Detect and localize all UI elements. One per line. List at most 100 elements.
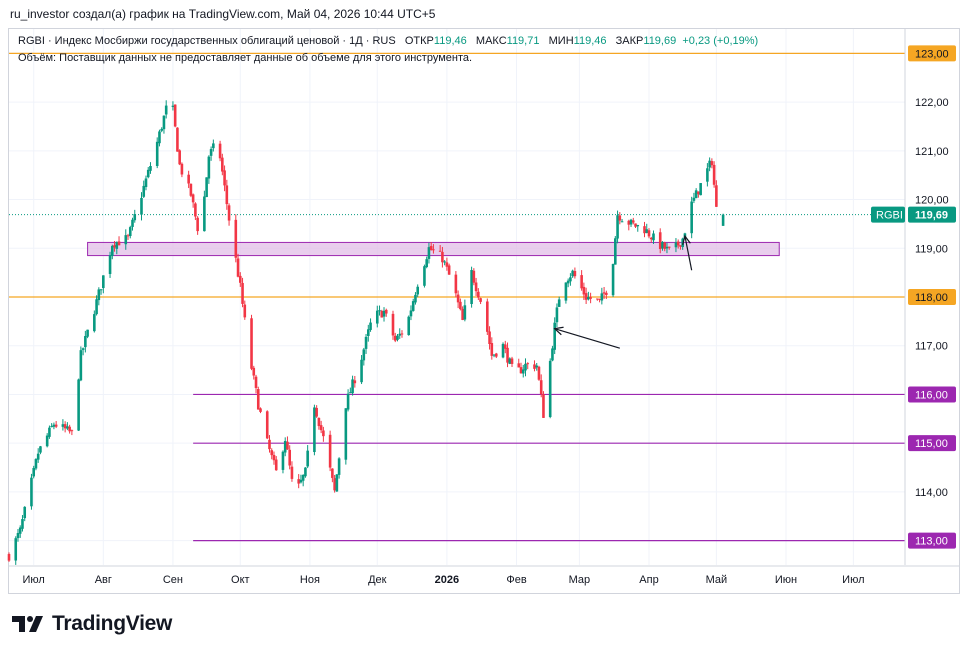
candle-body-155 <box>494 353 498 357</box>
candle-body-210 <box>667 246 671 248</box>
price-level-badge-label-2: 116,00 <box>915 389 948 401</box>
annotation-arrow-1 <box>554 328 620 349</box>
candle-body-25 <box>86 329 89 337</box>
x-tick-label-7: Фев <box>506 574 526 586</box>
legend-high-label: МАКС <box>475 35 507 47</box>
chart-frame[interactable] <box>8 28 960 594</box>
candle-body-211 <box>674 242 678 248</box>
legend-low: 119,46 <box>573 35 607 47</box>
candle-body-163 <box>521 369 525 374</box>
candle-body-205 <box>652 233 655 241</box>
candle-body-137 <box>441 251 444 263</box>
candle-body-105 <box>337 458 341 475</box>
candle-body-144 <box>461 308 464 320</box>
candle-body-67 <box>221 157 224 172</box>
candle-body-91 <box>297 479 300 484</box>
candle-body-96 <box>313 407 316 453</box>
candle-body-200 <box>636 225 640 227</box>
candle-body-59 <box>194 203 197 217</box>
candle-body-139 <box>445 262 449 267</box>
price-level-badge-label-4: 113,00 <box>915 536 948 548</box>
candle-body-129 <box>414 294 417 303</box>
x-tick-label-0: Июл <box>23 574 45 586</box>
candle-body-82 <box>268 439 271 450</box>
candle-body-217 <box>692 197 696 201</box>
candle-body-26 <box>93 314 96 332</box>
candle-body-71 <box>234 219 238 258</box>
candle-body-161 <box>517 363 521 368</box>
candle-body-8 <box>34 459 38 469</box>
candle-body-52 <box>173 104 177 127</box>
candle-body-46 <box>155 141 159 166</box>
y-tick-label-3: 120,00 <box>915 195 949 207</box>
candle-body-191 <box>611 264 615 296</box>
candle-body-41 <box>140 197 143 215</box>
candle-body-225 <box>715 185 718 207</box>
candle-body-177 <box>566 280 570 284</box>
candle-body-204 <box>649 237 653 240</box>
y-tick-label-0: 114,00 <box>915 487 948 499</box>
candle-body-136 <box>438 250 442 252</box>
candle-body-171 <box>548 360 552 417</box>
y-tick-label-1: 117,00 <box>915 341 948 353</box>
candle-body-85 <box>274 459 278 471</box>
candle-body-38 <box>128 227 132 236</box>
annotation-arrowhead-0 <box>682 234 691 245</box>
candle-body-158 <box>506 347 509 363</box>
candle-body-119 <box>382 310 386 317</box>
candle-body-115 <box>369 322 372 330</box>
candle-body-50 <box>164 105 168 115</box>
candle-body-17 <box>63 424 67 429</box>
candle-body-81 <box>265 411 269 439</box>
candle-body-156 <box>501 343 505 358</box>
candle-body-107 <box>346 393 350 410</box>
candle-body-203 <box>647 230 651 237</box>
candle-body-16 <box>61 424 65 427</box>
x-tick-label-5: Дек <box>368 574 387 586</box>
candle-body-6 <box>30 477 33 507</box>
candle-body-39 <box>131 219 134 227</box>
candle-body-222 <box>708 160 711 168</box>
candle-body-77 <box>252 367 256 376</box>
candle-body-187 <box>598 298 601 300</box>
candle-body-189 <box>602 292 606 294</box>
candle-body-149 <box>477 291 480 298</box>
candle-body-193 <box>616 215 619 239</box>
candle-body-195 <box>620 221 624 223</box>
candle-body-184 <box>587 297 590 300</box>
candle-body-165 <box>526 363 530 365</box>
candle-body-87 <box>283 440 287 453</box>
candle-body-88 <box>286 441 289 450</box>
candle-body-0 <box>7 554 11 561</box>
candle-body-183 <box>584 293 588 300</box>
x-tick-label-9: Апр <box>639 574 658 586</box>
candle-body-72 <box>236 258 240 277</box>
candle-body-121 <box>391 313 395 336</box>
candle-body-162 <box>519 367 523 374</box>
candle-body-34 <box>115 242 119 249</box>
candle-body-14 <box>52 424 56 427</box>
price-level-badge-label-3: 115,00 <box>915 438 948 450</box>
x-tick-label-8: Мар <box>569 574 591 586</box>
legend-close: 119,69 <box>643 35 677 47</box>
candle-body-194 <box>618 215 622 221</box>
candle-body-124 <box>398 333 402 336</box>
candle-body-1 <box>14 538 18 561</box>
candle-body-51 <box>171 105 175 107</box>
candle-body-174 <box>555 307 559 323</box>
candle-body-42 <box>142 185 146 197</box>
candle-body-140 <box>447 265 451 275</box>
legend-high: 119,71 <box>506 35 540 47</box>
candle-body-66 <box>218 143 222 159</box>
x-tick-label-3: Окт <box>231 574 250 586</box>
candle-body-33 <box>113 245 116 248</box>
candle-body-167 <box>535 365 539 368</box>
candle-body-122 <box>393 335 397 341</box>
candle-body-7 <box>32 468 36 477</box>
candle-body-116 <box>375 310 379 324</box>
tradingview-logo[interactable]: TradingView <box>12 612 172 636</box>
candle-body-178 <box>569 277 572 282</box>
candle-body-207 <box>661 241 664 249</box>
candle-body-196 <box>627 220 631 225</box>
